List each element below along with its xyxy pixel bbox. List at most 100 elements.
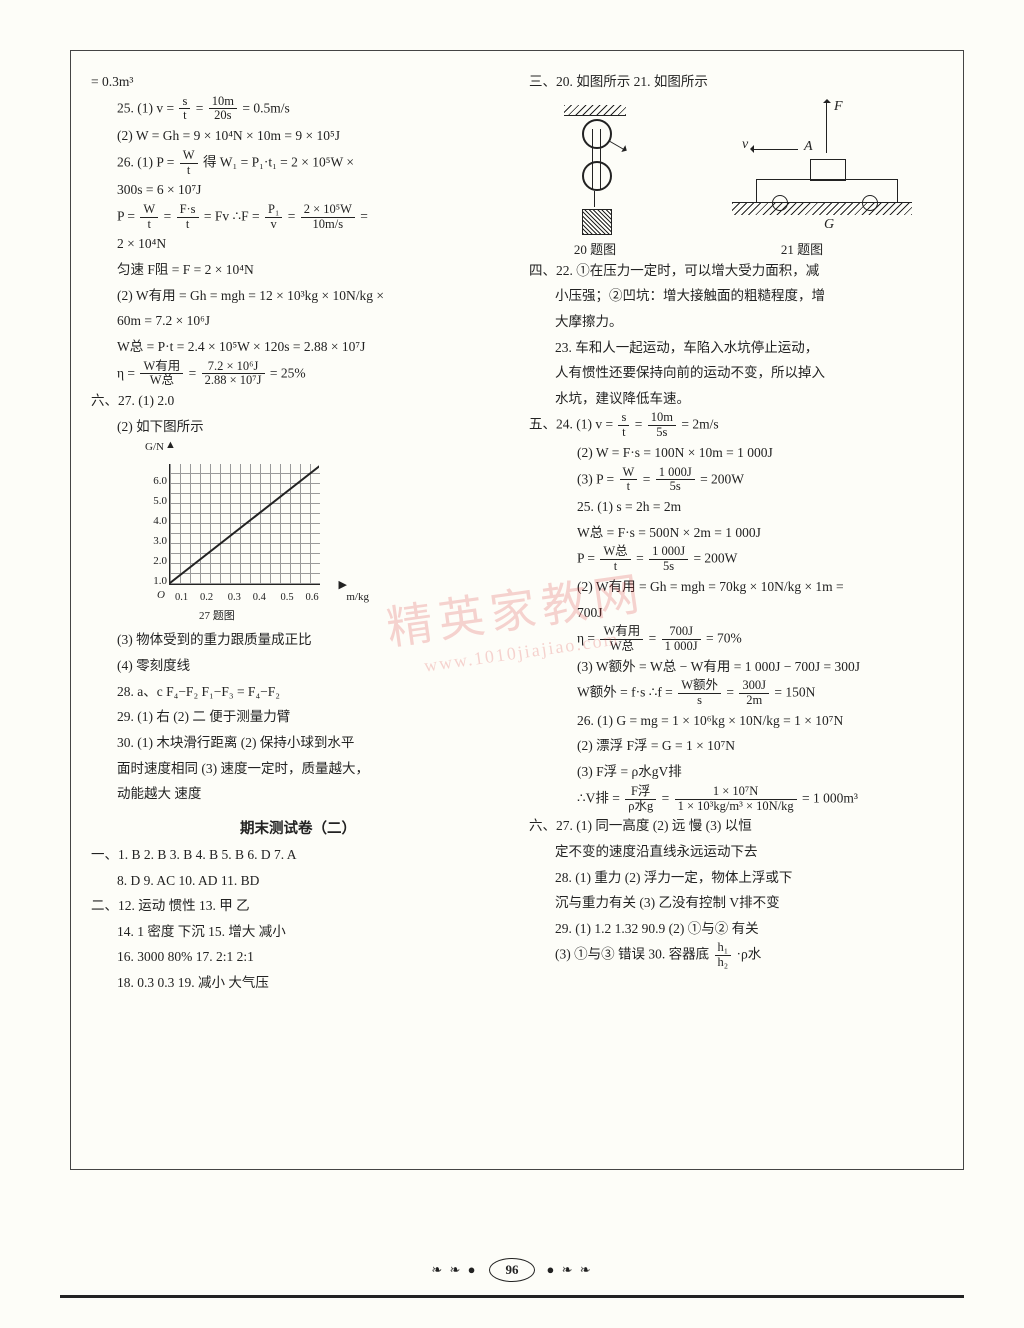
text: (3) W额外 = W总 − W有用 = 1 000J − 700J = 300… bbox=[529, 654, 943, 680]
content-frame: 精英家教网 www.1010jiajiao.com = 0.3m³ 25. (1… bbox=[70, 50, 964, 1170]
text: 一、1. B 2. B 3. B 4. B 5. B 6. D 7. A bbox=[91, 842, 505, 868]
text: 面时速度相同 (3) 速度一定时，质量越大， bbox=[91, 756, 505, 782]
ceiling-icon bbox=[564, 105, 626, 116]
text: (2) W = Gh = 9 × 10⁴N × 10m = 9 × 10⁵J bbox=[91, 123, 505, 149]
right-column: 三、20. 如图所示 21. 如图所示 20 题图 bbox=[529, 69, 943, 1151]
text: 六、27. (1) 同一高度 (2) 远 慢 (3) 以恒 bbox=[529, 813, 943, 839]
text: 匀速 F阻 = F = 2 × 10⁴N bbox=[91, 257, 505, 283]
ground-icon bbox=[732, 202, 912, 215]
text: 26. (1) P = Wt 得 W₁ = P₁·t₁ = 2 × 10⁵W × bbox=[91, 149, 505, 178]
y-tick-labels: 6.05.0 4.03.0 2.01.0 bbox=[139, 471, 167, 591]
text: (2) W = F·s = 100N × 10m = 1 000J bbox=[529, 440, 943, 466]
text: (2) 漂浮 F浮 = G = 1 × 10⁷N bbox=[529, 733, 943, 759]
text: 二、12. 运动 惯性 13. 甲 乙 bbox=[91, 893, 505, 919]
rope-icon bbox=[592, 129, 593, 189]
diagram-row: 20 题图 F v A G bbox=[529, 99, 943, 258]
fraction: 10m5s bbox=[648, 411, 676, 440]
section-title: 期末测试卷（二） bbox=[91, 817, 505, 838]
ornament-icon: ❧ ❧ ● bbox=[431, 1262, 477, 1277]
text: 300s = 6 × 10⁷J bbox=[91, 177, 505, 203]
velocity-arrow-icon bbox=[752, 149, 798, 150]
fraction: st bbox=[179, 95, 190, 124]
fraction: Wt bbox=[180, 149, 198, 178]
text: W额外 = f·s ∴f = W额外s = 300J2m = 150N bbox=[529, 679, 943, 708]
rope-icon bbox=[600, 129, 601, 189]
page-number: 96 bbox=[489, 1258, 535, 1282]
text: 28. a、c F₄−F₂ F₁−F₃ = F₄−F₂ bbox=[91, 679, 505, 705]
fraction: 2 × 10⁵W10m/s bbox=[301, 203, 355, 232]
text: P = Wt = F·st = Fv ∴F = P₁v = 2 × 10⁵W10… bbox=[91, 203, 505, 232]
text: 人有惯性还要保持向前的运动不变，所以掉入 bbox=[529, 360, 943, 386]
text: 29. (1) 右 (2) 二 便于测量力臂 bbox=[91, 704, 505, 730]
fraction: 1 × 10⁷N1 × 10³kg/m³ × 10N/kg bbox=[675, 785, 797, 814]
fraction: W有用W总 bbox=[140, 360, 183, 389]
text: 16. 3000 80% 17. 2:1 2:1 bbox=[91, 944, 505, 970]
x-tick-labels: 0.10.2 0.30.4 0.50.6 bbox=[169, 591, 329, 603]
fraction: P₁v bbox=[265, 203, 282, 232]
fraction: st bbox=[618, 411, 629, 440]
page: 精英家教网 www.1010jiajiao.com = 0.3m³ 25. (1… bbox=[0, 0, 1024, 1328]
text: 23. 车和人一起运动，车陷入水坑停止运动， bbox=[529, 335, 943, 361]
pulley-icon bbox=[582, 161, 612, 191]
text: 14. 1 密度 下沉 15. 增大 减小 bbox=[91, 919, 505, 945]
fraction: 1 000J5s bbox=[656, 466, 695, 495]
text: 小压强；②凹坑：增大接触面的粗糙程度，增 bbox=[529, 283, 943, 309]
text: W总 = P·t = 2.4 × 10⁵W × 120s = 2.88 × 10… bbox=[91, 334, 505, 360]
fraction: Wt bbox=[620, 466, 638, 495]
text: P = W总t = 1 000J5s = 200W bbox=[529, 545, 943, 574]
fraction: W额外s bbox=[678, 679, 721, 708]
text: 60m = 7.2 × 10⁶J bbox=[91, 308, 505, 334]
text: (3) P = Wt = 1 000J5s = 200W bbox=[529, 466, 943, 495]
fraction: 700J1 000J bbox=[662, 625, 701, 654]
weight-icon bbox=[582, 209, 612, 235]
text: 29. (1) 1.2 1.32 90.9 (2) ①与② 有关 bbox=[529, 916, 943, 942]
text: 四、22. ①在压力一定时，可以增大受力面积，减 bbox=[529, 258, 943, 284]
arrow-right-icon: ▶ bbox=[339, 578, 347, 591]
left-column: = 0.3m³ 25. (1) v = st = 10m20s = 0.5m/s… bbox=[91, 69, 505, 1151]
text: (3) ①与③ 错误 30. 容器底 h₁h₂ ·ρ水 bbox=[529, 941, 943, 970]
text: 8. D 9. AC 10. AD 11. BD bbox=[91, 868, 505, 894]
chart-27: G/N ▲ 6.05.0 4.03.0 2.01.0 O 0.10.2 0.30… bbox=[139, 445, 339, 605]
caption: 21 题图 bbox=[692, 239, 912, 258]
arrow-up-icon: ▲ bbox=[165, 439, 176, 451]
text: η = W有用W总 = 700J1 000J = 70% bbox=[529, 625, 943, 654]
text: 26. (1) G = mg = 1 × 10⁶kg × 10N/kg = 1 … bbox=[529, 708, 943, 734]
text: 沉与重力有关 (3) 乙没有控制 V排不变 bbox=[529, 890, 943, 916]
fraction: h₁h₂ bbox=[715, 941, 732, 970]
box-icon bbox=[810, 159, 846, 181]
text: (3) F浮 = ρ水gV排 bbox=[529, 759, 943, 785]
diagram-20-wrap: 20 题图 bbox=[560, 99, 630, 258]
text: 30. (1) 木块滑行距离 (2) 保持小球到水平 bbox=[91, 730, 505, 756]
text: (3) 物体受到的重力跟质量成正比 bbox=[91, 627, 505, 653]
fraction: W有用W总 bbox=[600, 625, 643, 654]
text: 定不变的速度沿直线永远运动下去 bbox=[529, 839, 943, 865]
text: 25. (1) s = 2h = 2m bbox=[529, 494, 943, 520]
text: 18. 0.3 0.3 19. 减小 大气压 bbox=[91, 970, 505, 996]
rope-icon bbox=[594, 191, 595, 207]
x-axis-label: m/kg bbox=[346, 591, 369, 603]
text: 28. (1) 重力 (2) 浮力一定，物体上浮或下 bbox=[529, 865, 943, 891]
diagram-21-wrap: F v A G 21 题图 bbox=[692, 99, 912, 258]
origin-label: O bbox=[157, 589, 165, 601]
fraction: 300J2m bbox=[739, 679, 769, 708]
text: 六、27. (1) 2.0 bbox=[91, 388, 505, 414]
ornament-icon: ● ❧ ❧ bbox=[547, 1262, 593, 1277]
label: A bbox=[804, 139, 813, 155]
text: (2) 如下图所示 bbox=[91, 414, 505, 440]
text: 动能越大 速度 bbox=[91, 781, 505, 807]
label: F bbox=[834, 99, 843, 115]
text: 五、24. (1) v = st = 10m5s = 2m/s bbox=[529, 411, 943, 440]
chart-line bbox=[169, 465, 319, 585]
page-number-bar: ❧ ❧ ● 96 ● ❧ ❧ bbox=[0, 1258, 1024, 1282]
text: = 0.3m³ bbox=[91, 69, 505, 95]
chart-caption: 27 题图 bbox=[199, 607, 235, 623]
text: 三、20. 如图所示 21. 如图所示 bbox=[529, 69, 943, 95]
text: W总 = F·s = 500N × 2m = 1 000J bbox=[529, 520, 943, 546]
text: (2) W有用 = Gh = mgh = 70kg × 10N/kg × 1m … bbox=[529, 574, 943, 600]
force-arrow-icon bbox=[826, 101, 827, 153]
pulley-icon bbox=[582, 119, 612, 149]
text: 水坑，建议降低车速。 bbox=[529, 386, 943, 412]
fraction: 7.2 × 10⁶J2.88 × 10⁷J bbox=[202, 360, 265, 389]
fraction: 1 000J5s bbox=[649, 545, 688, 574]
label: v bbox=[742, 137, 748, 153]
